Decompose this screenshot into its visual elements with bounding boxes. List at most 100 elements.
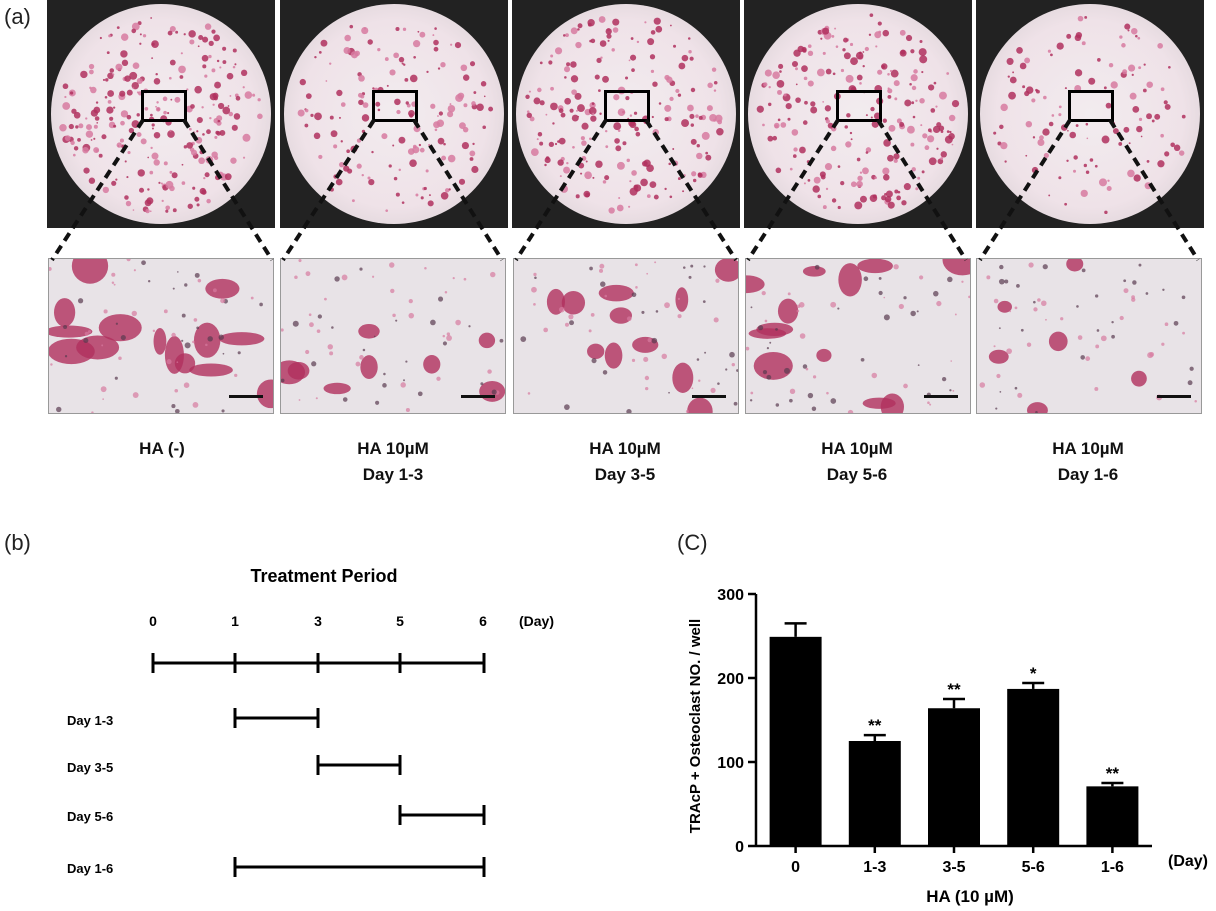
stain-spot <box>222 46 227 51</box>
stain-spot <box>1098 178 1107 187</box>
stain-spot <box>599 112 602 115</box>
chart-x-tick-label: 3-5 <box>942 859 965 876</box>
stain-dot <box>442 341 448 346</box>
stain-spot <box>190 149 198 156</box>
stain-dot <box>218 334 224 340</box>
stain-dot <box>766 374 772 380</box>
stain-cells <box>979 259 1197 413</box>
stain-dot <box>174 408 180 413</box>
stain-spot <box>1123 126 1130 133</box>
stain-spot <box>125 200 132 207</box>
stain-spot <box>462 126 469 133</box>
stain-spot <box>377 48 381 52</box>
stain-spot <box>310 113 314 118</box>
stain-spot <box>419 31 426 38</box>
stain-spot <box>144 106 149 111</box>
stain-spot <box>441 155 447 161</box>
stain-spot <box>69 91 74 95</box>
stain-spot <box>935 105 938 108</box>
stain-spot <box>234 63 237 66</box>
stain-spot <box>88 63 95 70</box>
stain-spot <box>626 158 630 163</box>
stain-dot <box>949 389 952 392</box>
stain-spot <box>129 71 138 80</box>
stain-spot <box>875 45 878 48</box>
stain-spot <box>558 108 564 114</box>
stain-spot <box>175 30 179 34</box>
stain-spot <box>336 89 343 97</box>
stain-dot <box>329 351 334 356</box>
stain-spot <box>807 44 812 48</box>
chart-significance-label: ** <box>1106 764 1120 783</box>
stain-spot <box>381 133 388 140</box>
stain-spot <box>124 195 129 200</box>
stain-dot <box>222 352 225 355</box>
stain-spot <box>136 78 143 84</box>
stain-spot <box>550 54 554 58</box>
stain-spot <box>64 135 71 142</box>
stain-spot <box>1164 151 1170 157</box>
stain-spot <box>558 137 566 145</box>
stain-spot <box>844 125 848 129</box>
stain-dot <box>688 275 692 279</box>
stain-dot <box>147 280 151 283</box>
stain-dot <box>643 356 649 362</box>
stain-spot <box>572 145 575 149</box>
stain-spot <box>604 175 610 181</box>
stain-spot <box>104 95 108 99</box>
stain-spot <box>126 89 133 96</box>
stain-dot <box>316 329 321 333</box>
stain-dot <box>221 409 225 413</box>
stain-spot <box>437 137 445 145</box>
stain-spot <box>215 130 220 135</box>
group-label-line1: HA 10µM <box>357 439 429 458</box>
stain-dot <box>533 272 537 277</box>
stain-spot <box>616 161 625 170</box>
stain-spot <box>140 138 147 145</box>
stain-dot <box>789 388 796 395</box>
stain-dot <box>591 358 597 364</box>
stain-dot <box>685 410 689 413</box>
stain-spot <box>211 29 216 34</box>
stain-dot <box>1111 320 1114 324</box>
stain-dot <box>359 267 363 271</box>
stain-spot <box>882 167 890 175</box>
stain-spot <box>927 128 932 133</box>
well-image-3 <box>512 0 740 228</box>
stain-spot <box>482 125 486 130</box>
stain-dot <box>1123 279 1127 283</box>
chart-x-tick-label: 1-6 <box>1101 859 1124 876</box>
stain-spot <box>473 91 477 94</box>
stain-spot <box>887 88 893 94</box>
stain-spot <box>628 205 631 208</box>
stain-spot <box>329 62 332 65</box>
timeline-tick-label: 5 <box>396 613 404 629</box>
stain-spot <box>1129 92 1137 100</box>
stain-spot <box>361 114 370 122</box>
stain-dot <box>731 362 735 367</box>
stain-spot <box>560 112 566 118</box>
stain-spot <box>865 114 868 117</box>
stain-spot <box>89 69 94 75</box>
stain-spot <box>413 55 416 59</box>
stain-spot <box>153 159 160 166</box>
stain-spot <box>1133 174 1141 182</box>
stain-dot <box>405 407 410 413</box>
stain-spot <box>156 101 159 104</box>
stain-spot <box>98 153 103 158</box>
stain-spot <box>903 183 911 191</box>
stain-spot <box>343 165 350 172</box>
stain-spot <box>222 106 231 115</box>
stain-dot <box>999 264 1004 270</box>
stain-spot <box>59 123 67 132</box>
stain-spot <box>145 208 150 214</box>
stain-cell <box>53 298 76 327</box>
stain-cell <box>816 348 832 362</box>
stain-cell <box>205 278 240 299</box>
stain-dot <box>177 271 179 273</box>
stain-spot <box>73 146 79 151</box>
stain-cell <box>687 397 713 413</box>
stain-spot <box>1032 136 1036 139</box>
stain-spot <box>396 109 401 115</box>
stain-spot <box>909 82 912 86</box>
